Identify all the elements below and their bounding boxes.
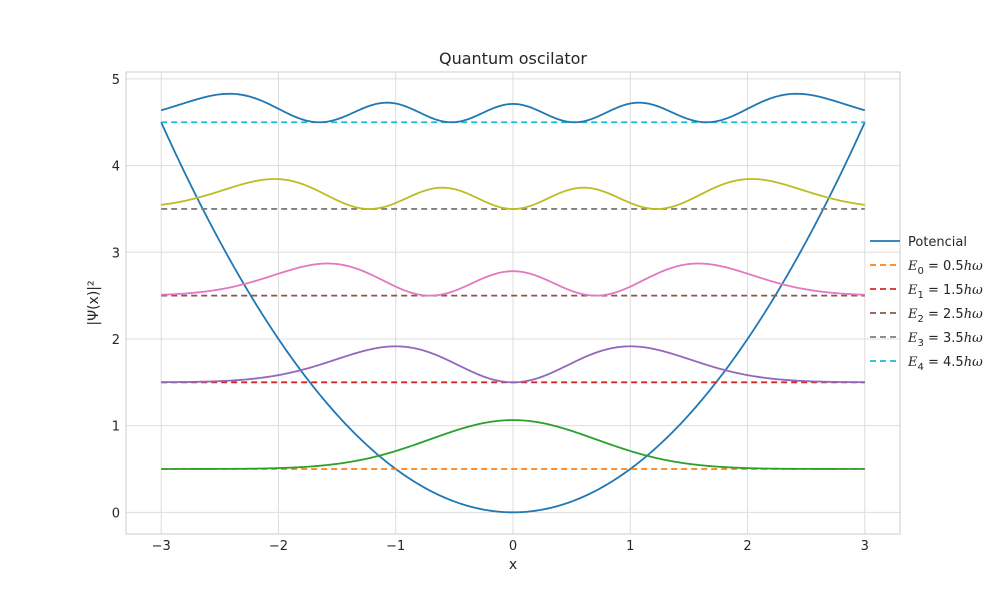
x-axis-title: x (509, 557, 517, 573)
legend-label: E1 = 1.5hω (907, 283, 983, 301)
y-tick-label: 2 (112, 333, 120, 348)
probability-density-curve-4 (160, 92, 866, 124)
grid-lines (126, 72, 900, 534)
y-tick-label: 3 (112, 246, 120, 261)
y-tick-label: 1 (112, 420, 120, 435)
tick-labels: −3 −2 −1 0 1 2 3 0 1 2 3 4 5 (112, 73, 869, 554)
legend-label: Potencial (908, 235, 967, 250)
potential-curve (160, 121, 866, 514)
probability-density-curve-2 (161, 262, 865, 297)
x-tick-label: 1 (626, 539, 634, 554)
x-tick-label: 0 (509, 539, 517, 554)
y-tick-label: 5 (112, 73, 120, 88)
y-tick-label: 0 (112, 506, 120, 521)
x-tick-label: 2 (743, 539, 751, 554)
probability-density-curve-3 (161, 178, 865, 210)
probability-density-curve-1 (161, 345, 865, 384)
chart-title: Quantum oscilator (439, 49, 587, 68)
y-axis-title: |Ψ(x)|² (86, 280, 102, 325)
legend-label: E3 = 3.5hω (907, 331, 983, 349)
y-tick-label: 4 (112, 160, 120, 175)
x-tick-label: −3 (152, 539, 171, 554)
plot-frame (125, 71, 901, 535)
series-layer (160, 92, 866, 514)
x-tick-label: −2 (269, 539, 288, 554)
legend-label: E4 = 4.5hω (907, 355, 983, 373)
legend: Potencial E0 = 0.5hω E1 = 1.5hω E2 = 2.5hω E… (870, 235, 983, 373)
x-tick-label: 3 (861, 539, 869, 554)
x-tick-label: −1 (386, 539, 405, 554)
probability-density-curve-0 (161, 419, 865, 470)
legend-label: E2 = 2.5hω (907, 307, 983, 325)
legend-label: E0 = 0.5hω (907, 259, 983, 277)
